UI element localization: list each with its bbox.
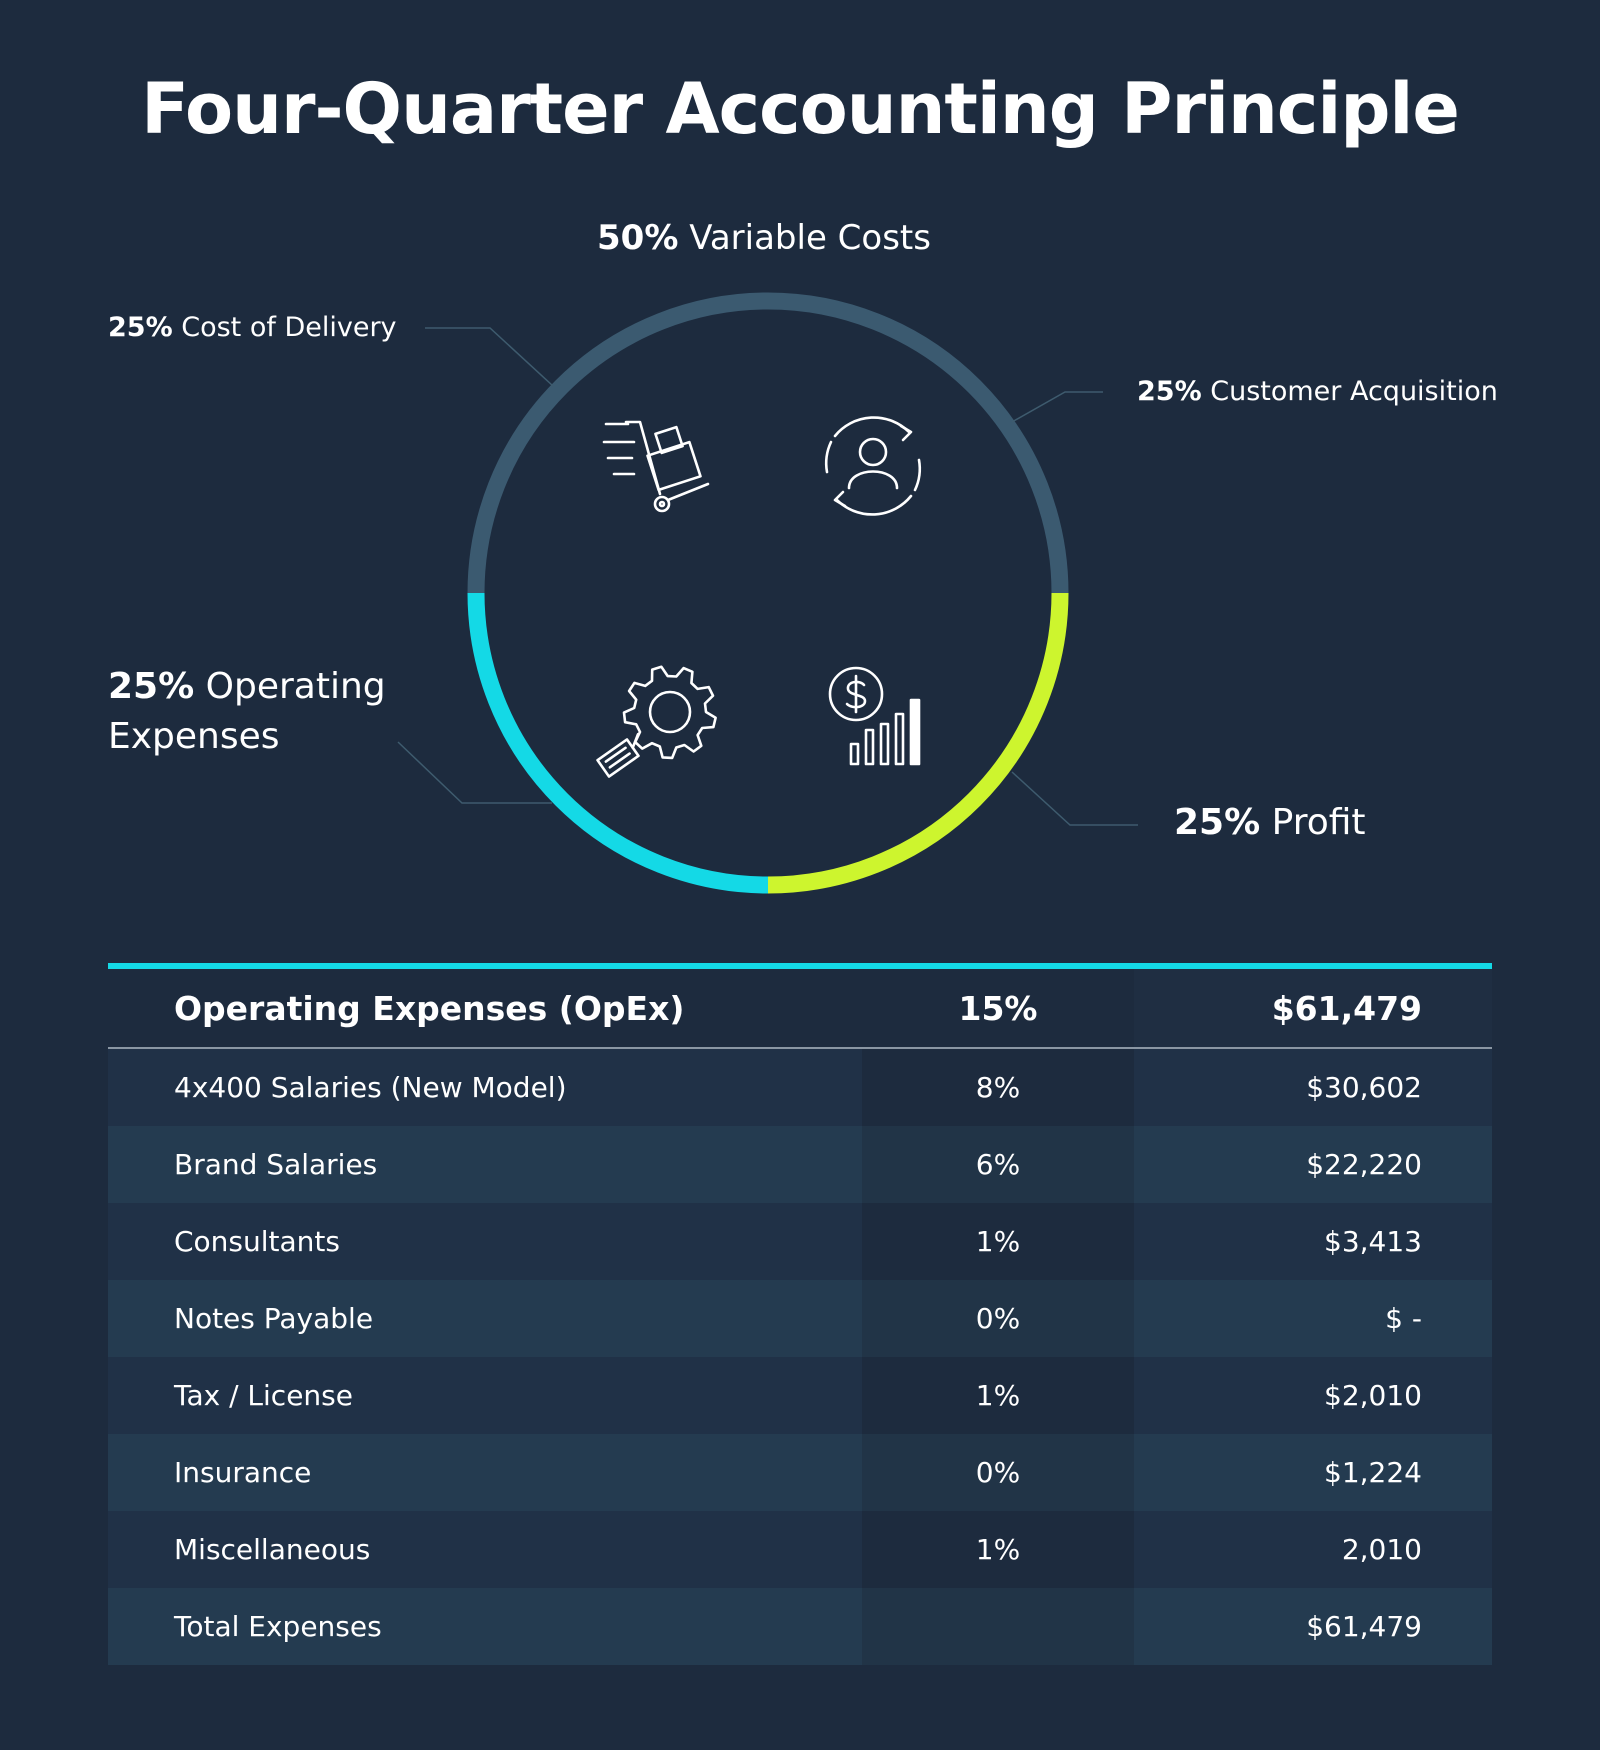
- row-pct: 1%: [862, 1511, 1134, 1588]
- leader-lines: [397, 327, 1138, 826]
- row-label: Tax / License: [108, 1357, 862, 1434]
- row-label: Consultants: [108, 1203, 862, 1280]
- row-amount: $1,224: [1134, 1434, 1492, 1511]
- ring-arc-customer-acquisition: [767, 292, 1069, 594]
- variable-costs-label: 50% Variable Costs: [597, 218, 931, 258]
- table-row: Miscellaneous 1% 2,010: [108, 1511, 1492, 1588]
- table-header-row: Operating Expenses (OpEx) 15% $61,479: [108, 969, 1492, 1049]
- table-body: 4x400 Salaries (New Model) 8% $30,602 Brand…: [108, 1049, 1492, 1665]
- table-row: Notes Payable 0% $ -: [108, 1280, 1492, 1357]
- leader-operating-expenses: [397, 741, 552, 804]
- slice-label-operating-expenses: 25% Operating Expenses: [108, 662, 386, 762]
- row-label: Total Expenses: [108, 1588, 862, 1665]
- row-pct: [862, 1588, 1134, 1665]
- table-row: 4x400 Salaries (New Model) 8% $30,602: [108, 1049, 1492, 1126]
- ring-arcs: [467, 292, 1069, 894]
- opex-table: Operating Expenses (OpEx) 15% $61,479 4x…: [108, 963, 1492, 1665]
- row-amount: $ -: [1134, 1280, 1492, 1357]
- table-row: Total Expenses $61,479: [108, 1588, 1492, 1665]
- row-pct: 6%: [862, 1126, 1134, 1203]
- row-label: Brand Salaries: [108, 1126, 862, 1203]
- row-pct: 8%: [862, 1049, 1134, 1126]
- row-amount: $22,220: [1134, 1126, 1492, 1203]
- leader-profit: [1011, 771, 1138, 826]
- slice-pct: 25%: [1174, 802, 1261, 843]
- table-row: Tax / License 1% $2,010: [108, 1357, 1492, 1434]
- row-amount: $3,413: [1134, 1203, 1492, 1280]
- donut-chart: [397, 292, 1138, 894]
- row-amount: $61,479: [1134, 1588, 1492, 1665]
- row-amount: 2,010: [1134, 1511, 1492, 1588]
- row-label: Notes Payable: [108, 1280, 862, 1357]
- ring-arc-operating-expenses: [467, 592, 769, 894]
- customer-cycle-icon: [824, 416, 922, 516]
- slice-label-cost-of-delivery: 25% Cost of Delivery: [108, 312, 397, 343]
- row-pct: 1%: [862, 1203, 1134, 1280]
- row-amount: $30,602: [1134, 1049, 1492, 1126]
- header-pct: 15%: [958, 988, 1038, 1028]
- gear-tag-icon: [596, 665, 717, 778]
- slice-name: Cost of Delivery: [181, 312, 397, 343]
- row-pct: 0%: [862, 1280, 1134, 1357]
- variable-costs-pct: 50%: [597, 218, 679, 258]
- leader-cost-of-delivery: [425, 327, 554, 387]
- table-row: Consultants 1% $3,413: [108, 1203, 1492, 1280]
- slice-pct: 25%: [1137, 376, 1202, 407]
- header-label: Operating Expenses (OpEx): [174, 988, 685, 1028]
- slice-name: Operating Expenses: [108, 666, 386, 757]
- slice-pct: 25%: [108, 666, 195, 707]
- hand-truck-delivery-icon: [602, 420, 710, 513]
- variable-costs-name: Variable Costs: [689, 218, 931, 258]
- slice-label-profit: 25% Profit: [1174, 802, 1366, 843]
- row-pct: 1%: [862, 1357, 1134, 1434]
- row-label: Miscellaneous: [108, 1511, 862, 1588]
- row-label: 4x400 Salaries (New Model): [108, 1049, 862, 1126]
- table-row: Insurance 0% $1,224: [108, 1434, 1492, 1511]
- row-amount: $2,010: [1134, 1357, 1492, 1434]
- slice-label-customer-acquisition: 25% Customer Acquisition: [1137, 376, 1498, 407]
- header-amount: $61,479: [1134, 969, 1492, 1047]
- table-row: Brand Salaries 6% $22,220: [108, 1126, 1492, 1203]
- ring-arc-cost-of-delivery: [467, 292, 769, 594]
- dollar-bar-chart-icon: [828, 666, 921, 766]
- row-label: Insurance: [108, 1434, 862, 1511]
- page-title: Four-Quarter Accounting Principle: [141, 68, 1460, 150]
- ring-arc-profit: [767, 592, 1069, 894]
- slice-name: Customer Acquisition: [1210, 376, 1498, 407]
- slice-name: Profit: [1271, 802, 1366, 843]
- leader-customer-acquisition: [1011, 391, 1103, 423]
- slice-pct: 25%: [108, 312, 173, 343]
- row-pct: 0%: [862, 1434, 1134, 1511]
